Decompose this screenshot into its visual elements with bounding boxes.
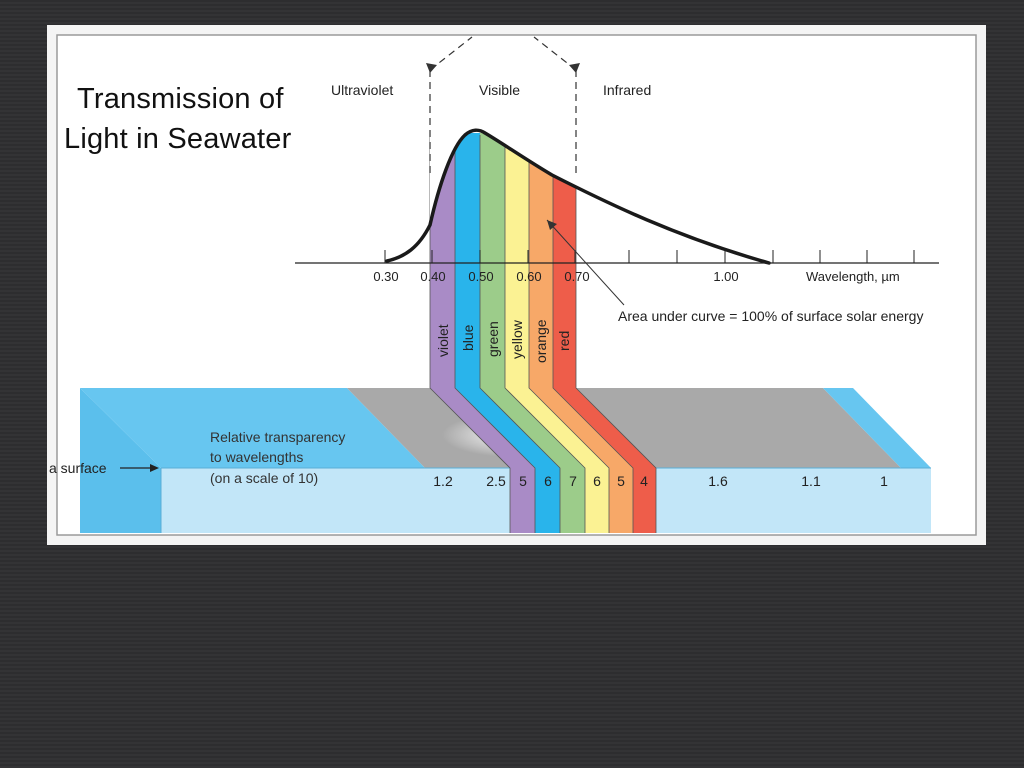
band-green (480, 133, 585, 533)
transparency-caption-line3: (on a scale of 10) (210, 470, 318, 486)
band-label-red: red (556, 331, 572, 351)
transmission-diagram: 0.30 0.40 0.50 0.60 0.70 1.00 Wavelength… (49, 34, 977, 536)
arrowhead-right (569, 63, 580, 73)
band-red (553, 133, 656, 533)
band-orange-column (529, 133, 553, 388)
curve-note: Area under curve = 100% of surface solar… (618, 308, 923, 324)
band-label-yellow: yellow (509, 319, 525, 359)
water-top-right (823, 388, 931, 468)
band-separators (429, 135, 657, 533)
surface-label: a surface (49, 460, 107, 476)
label-ultraviolet: Ultraviolet (331, 82, 393, 98)
transparency-value: 1.6 (708, 473, 728, 489)
band-green-front (560, 468, 585, 533)
band-label-green: green (485, 321, 501, 357)
band-label-violet: violet (435, 324, 451, 357)
transparency-value-green: 7 (569, 473, 577, 489)
curve-note-arrowhead (547, 220, 557, 230)
band-orange-front (609, 468, 633, 533)
curve-note-leader (546, 219, 625, 306)
surface-arrowhead (150, 464, 159, 472)
band-orange-skew (529, 388, 633, 468)
band-blue-column (455, 133, 480, 388)
slide-title-line1: Transmission of (77, 83, 284, 115)
water-top-left (80, 388, 425, 468)
region-boundaries (429, 36, 577, 175)
transparency-value-blue: 6 (544, 473, 552, 489)
band-red-column (553, 133, 576, 388)
transparency-value: 1 (880, 473, 888, 489)
transparency-value: 2.5 (486, 473, 506, 489)
band-yellow (505, 133, 609, 533)
transparency-value-red: 4 (640, 473, 648, 489)
band-label-orange: orange (533, 319, 549, 363)
slide-frame: 0.30 0.40 0.50 0.60 0.70 1.00 Wavelength… (47, 25, 986, 545)
band-yellow-column (505, 133, 529, 388)
band-yellow-skew (505, 388, 609, 468)
tick-label-030: 0.30 (373, 269, 398, 284)
tick-label-060: 0.60 (516, 269, 541, 284)
tick-label-100: 1.00 (713, 269, 738, 284)
band-violet (430, 133, 535, 533)
transparency-caption-line1: Relative transparency (210, 429, 345, 445)
transparency-value: 1.2 (433, 473, 453, 489)
band-green-skew (480, 388, 585, 468)
color-bands (429, 133, 657, 533)
band-blue (455, 133, 560, 533)
band-red-skew (553, 388, 656, 468)
curve-mask (430, 85, 769, 263)
tick-label-040: 0.40 (420, 269, 445, 284)
transparency-value-orange: 5 (617, 473, 625, 489)
transparency-value: 1.1 (801, 473, 821, 489)
axis-ticks (384, 250, 915, 263)
water-left-face (80, 388, 161, 533)
axis-label-wavelength: Wavelength, µm (806, 269, 900, 284)
arrowhead-left (426, 63, 437, 73)
band-label-blue: blue (460, 324, 476, 351)
wavelength-axis: 0.30 0.40 0.50 0.60 0.70 1.00 Wavelength… (295, 250, 939, 284)
solar-energy-curve (385, 128, 771, 265)
transparency-caption-line2: to wavelengths (210, 449, 303, 465)
band-yellow-front (585, 468, 609, 533)
tick-label-050: 0.50 (468, 269, 493, 284)
band-red-front (633, 468, 656, 533)
band-blue-front (535, 468, 560, 533)
slide-title-line2: Light in Seawater (64, 123, 292, 155)
band-blue-skew (455, 388, 560, 468)
band-violet-skew (430, 388, 535, 468)
transparency-value-violet: 5 (519, 473, 527, 489)
band-violet-front (510, 468, 535, 533)
band-orange (529, 133, 633, 533)
band-green-column (480, 133, 505, 388)
transparency-value-yellow: 6 (593, 473, 601, 489)
label-infrared: Infrared (603, 82, 651, 98)
label-visible: Visible (479, 82, 520, 98)
tick-label-070: 0.70 (564, 269, 589, 284)
